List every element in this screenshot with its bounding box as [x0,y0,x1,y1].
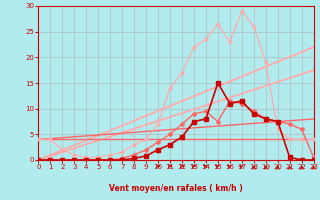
X-axis label: Vent moyen/en rafales ( km/h ): Vent moyen/en rafales ( km/h ) [109,184,243,193]
